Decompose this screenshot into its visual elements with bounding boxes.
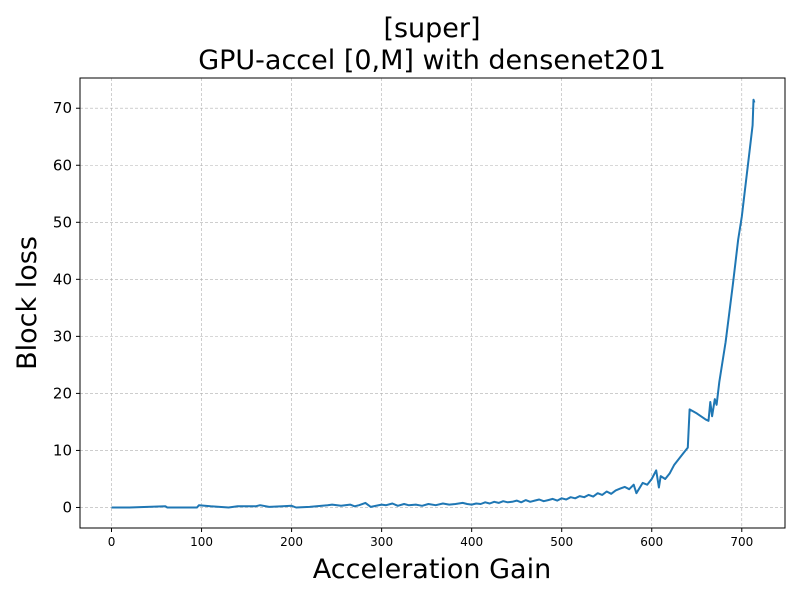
x-tick-label: 100 [190, 535, 213, 549]
x-tick-label: 300 [370, 535, 393, 549]
y-tick-label: 70 [53, 99, 72, 117]
grid [80, 78, 785, 528]
x-tick-label: 200 [280, 535, 303, 549]
x-tick-label: 500 [550, 535, 573, 549]
x-axis: 0 100 200 300 400 500 600 700 [108, 528, 753, 549]
chart-title-line2: GPU-accel [0,M] with densenet201 [198, 45, 666, 76]
x-tick-label: 600 [640, 535, 663, 549]
y-axis-label: Block loss [12, 236, 43, 370]
x-tick-label: 0 [108, 535, 116, 549]
y-tick-label: 10 [53, 441, 72, 459]
series-line [111, 98, 756, 509]
y-tick-label: 30 [53, 327, 72, 345]
x-tick-label: 400 [460, 535, 483, 549]
x-axis-label: Acceleration Gain [313, 554, 551, 585]
x-tick-label: 700 [730, 535, 753, 549]
y-tick-label: 40 [53, 270, 72, 288]
plot-frame [79, 77, 786, 529]
y-axis: 0 10 20 30 40 50 60 70 [53, 99, 80, 516]
series-layer [111, 98, 756, 509]
y-tick-label: 60 [53, 156, 72, 174]
y-tick-label: 50 [53, 213, 72, 231]
chart-title-line1: [super] [383, 13, 480, 44]
y-tick-label: 20 [53, 384, 72, 402]
y-tick-label: 0 [62, 498, 72, 516]
